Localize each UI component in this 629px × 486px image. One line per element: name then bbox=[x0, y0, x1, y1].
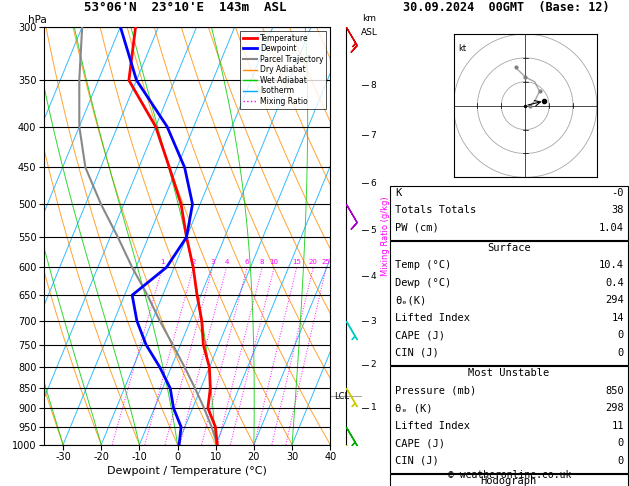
Text: Surface: Surface bbox=[487, 243, 531, 253]
Text: 0: 0 bbox=[618, 456, 624, 466]
Text: Dewp (°C): Dewp (°C) bbox=[395, 278, 451, 288]
Text: 4: 4 bbox=[370, 272, 376, 281]
Text: 0.4: 0.4 bbox=[605, 278, 624, 288]
Text: 8: 8 bbox=[260, 259, 264, 265]
Legend: Temperature, Dewpoint, Parcel Trajectory, Dry Adiabat, Wet Adiabat, Isotherm, Mi: Temperature, Dewpoint, Parcel Trajectory… bbox=[240, 31, 326, 109]
Text: 3: 3 bbox=[210, 259, 214, 265]
Text: 0: 0 bbox=[618, 330, 624, 341]
Text: 53°06'N  23°10'E  143m  ASL: 53°06'N 23°10'E 143m ASL bbox=[84, 0, 287, 14]
Text: 0: 0 bbox=[618, 348, 624, 358]
Text: 10.4: 10.4 bbox=[599, 260, 624, 271]
Text: 294: 294 bbox=[605, 295, 624, 306]
Text: K: K bbox=[395, 188, 401, 198]
Text: 20: 20 bbox=[309, 259, 318, 265]
Text: PW (cm): PW (cm) bbox=[395, 223, 439, 233]
Text: Most Unstable: Most Unstable bbox=[468, 368, 550, 379]
Text: 4: 4 bbox=[225, 259, 229, 265]
Text: Pressure (mb): Pressure (mb) bbox=[395, 386, 476, 396]
Text: CIN (J): CIN (J) bbox=[395, 348, 439, 358]
Text: 6: 6 bbox=[370, 179, 376, 188]
Text: θₑ(K): θₑ(K) bbox=[395, 295, 426, 306]
Text: 298: 298 bbox=[605, 403, 624, 414]
Text: © weatheronline.co.uk: © weatheronline.co.uk bbox=[448, 470, 571, 480]
Text: 1.04: 1.04 bbox=[599, 223, 624, 233]
Text: hPa: hPa bbox=[28, 15, 47, 25]
Text: Mixing Ratio (g/kg): Mixing Ratio (g/kg) bbox=[381, 196, 390, 276]
Text: km: km bbox=[362, 14, 376, 22]
Text: 7: 7 bbox=[370, 131, 376, 139]
Text: 8: 8 bbox=[370, 81, 376, 90]
Text: 30.09.2024  00GMT  (Base: 12): 30.09.2024 00GMT (Base: 12) bbox=[403, 0, 610, 14]
Text: θₑ (K): θₑ (K) bbox=[395, 403, 433, 414]
Text: -0: -0 bbox=[611, 188, 624, 198]
Text: 15: 15 bbox=[292, 259, 301, 265]
Text: 1: 1 bbox=[160, 259, 165, 265]
Text: 3: 3 bbox=[370, 317, 376, 326]
Text: CAPE (J): CAPE (J) bbox=[395, 438, 445, 449]
Text: Temp (°C): Temp (°C) bbox=[395, 260, 451, 271]
Text: Lifted Index: Lifted Index bbox=[395, 421, 470, 431]
Text: ASL: ASL bbox=[361, 28, 377, 37]
Text: kt: kt bbox=[459, 44, 467, 52]
Text: 14: 14 bbox=[611, 313, 624, 323]
Text: 38: 38 bbox=[611, 205, 624, 215]
Text: 2: 2 bbox=[191, 259, 196, 265]
Text: 5: 5 bbox=[370, 226, 376, 235]
Text: 25: 25 bbox=[322, 259, 331, 265]
Text: 11: 11 bbox=[611, 421, 624, 431]
Text: 850: 850 bbox=[605, 386, 624, 396]
X-axis label: Dewpoint / Temperature (°C): Dewpoint / Temperature (°C) bbox=[107, 467, 267, 476]
Text: 6: 6 bbox=[245, 259, 249, 265]
Text: 2: 2 bbox=[370, 360, 376, 369]
Text: 0: 0 bbox=[618, 438, 624, 449]
Text: 1: 1 bbox=[370, 403, 376, 412]
Text: Lifted Index: Lifted Index bbox=[395, 313, 470, 323]
Text: CAPE (J): CAPE (J) bbox=[395, 330, 445, 341]
Text: Hodograph: Hodograph bbox=[481, 476, 537, 486]
Text: Totals Totals: Totals Totals bbox=[395, 205, 476, 215]
Text: LCL: LCL bbox=[334, 392, 349, 401]
Text: CIN (J): CIN (J) bbox=[395, 456, 439, 466]
Text: 10: 10 bbox=[270, 259, 279, 265]
